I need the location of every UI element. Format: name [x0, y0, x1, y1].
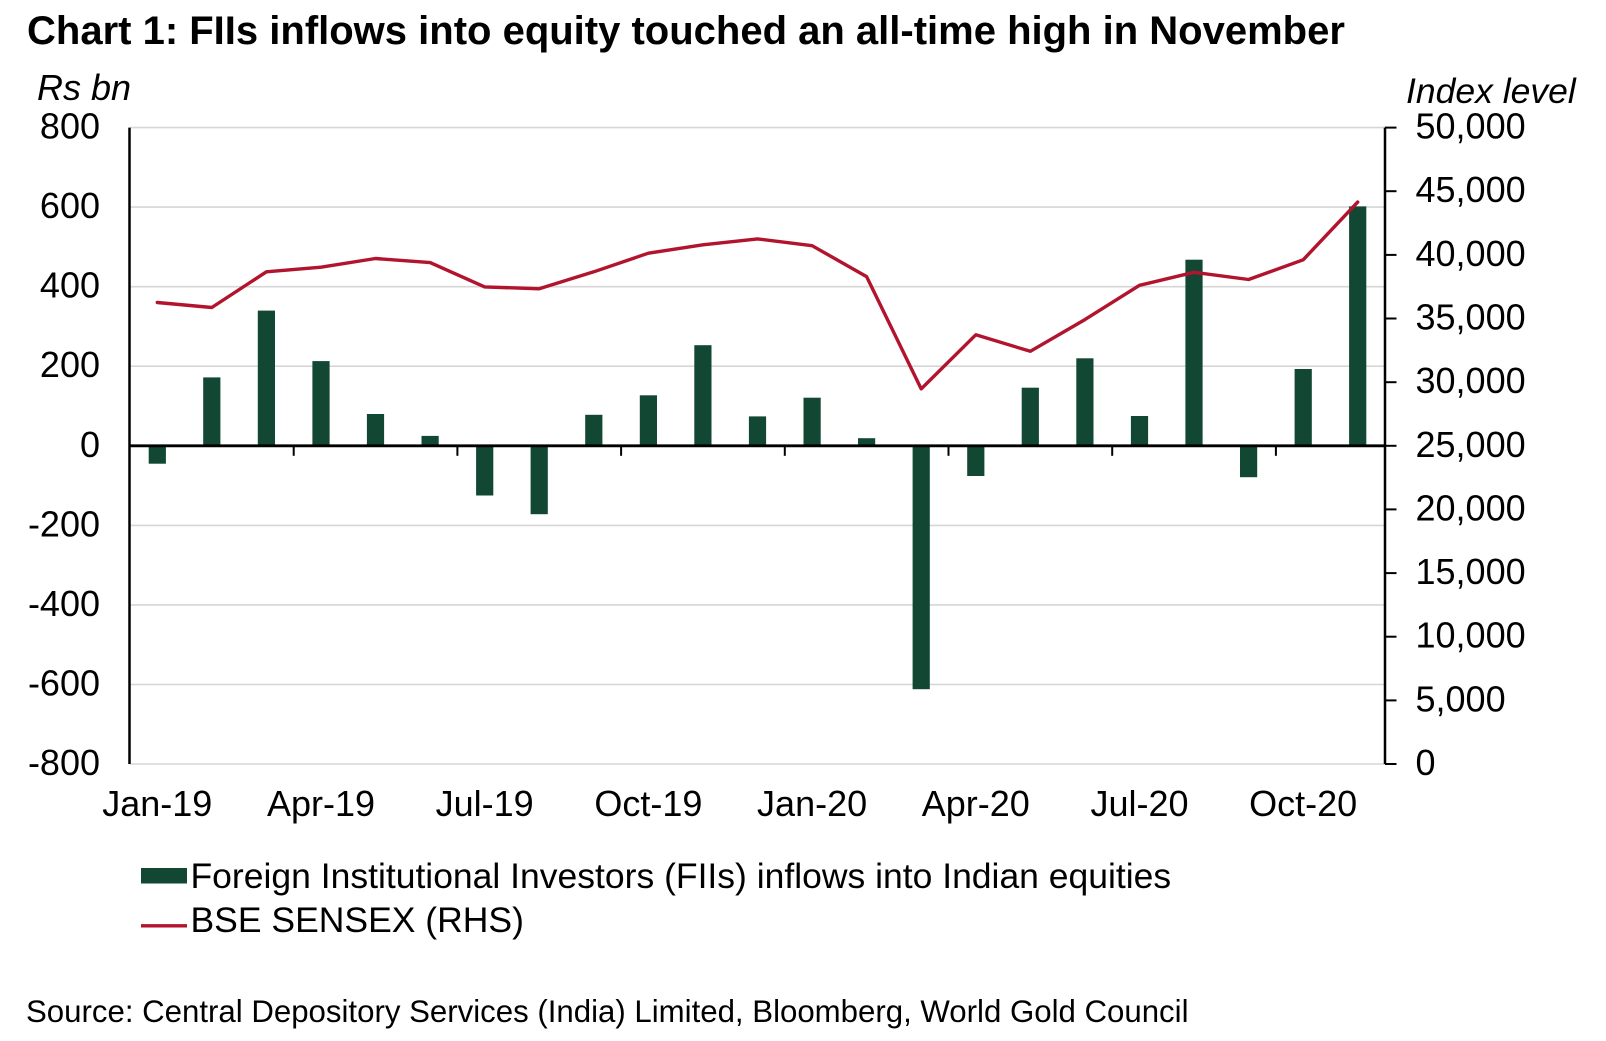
svg-text:Jul-20: Jul-20 [1090, 783, 1188, 824]
svg-text:BSE SENSEX (RHS): BSE SENSEX (RHS) [191, 900, 524, 940]
svg-text:Apr-19: Apr-19 [267, 783, 375, 824]
svg-text:Oct-20: Oct-20 [1249, 783, 1357, 824]
svg-text:40,000: 40,000 [1416, 233, 1526, 274]
svg-text:20,000: 20,000 [1416, 487, 1526, 528]
svg-text:Foreign Institutional Investor: Foreign Institutional Investors (FIIs) i… [191, 856, 1172, 896]
svg-text:200: 200 [40, 344, 100, 385]
svg-text:Index level: Index level [1406, 71, 1577, 111]
svg-text:Jul-19: Jul-19 [436, 783, 534, 824]
svg-text:5,000: 5,000 [1416, 678, 1506, 719]
svg-text:Source: Central Depository Ser: Source: Central Depository Services (Ind… [26, 994, 1189, 1029]
svg-text:Rs bn: Rs bn [37, 67, 131, 108]
svg-text:35,000: 35,000 [1416, 297, 1526, 338]
svg-text:400: 400 [40, 265, 100, 306]
svg-text:0: 0 [80, 424, 100, 465]
svg-text:30,000: 30,000 [1416, 360, 1526, 401]
svg-text:800: 800 [40, 106, 100, 147]
svg-text:-800: -800 [28, 742, 100, 783]
svg-text:-400: -400 [28, 583, 100, 624]
svg-text:600: 600 [40, 185, 100, 226]
svg-text:Apr-20: Apr-20 [922, 783, 1030, 824]
svg-text:50,000: 50,000 [1416, 106, 1526, 147]
svg-text:Oct-19: Oct-19 [594, 783, 702, 824]
svg-text:Jan-20: Jan-20 [757, 783, 867, 824]
svg-text:25,000: 25,000 [1416, 424, 1526, 465]
svg-text:15,000: 15,000 [1416, 551, 1526, 592]
svg-text:10,000: 10,000 [1416, 615, 1526, 656]
svg-text:45,000: 45,000 [1416, 169, 1526, 210]
svg-text:-200: -200 [28, 503, 100, 544]
svg-text:Jan-19: Jan-19 [102, 783, 212, 824]
svg-text:Chart 1: FIIs inflows into equ: Chart 1: FIIs inflows into equity touche… [27, 9, 1345, 53]
svg-text:-600: -600 [28, 663, 100, 704]
svg-text:0: 0 [1416, 742, 1436, 783]
